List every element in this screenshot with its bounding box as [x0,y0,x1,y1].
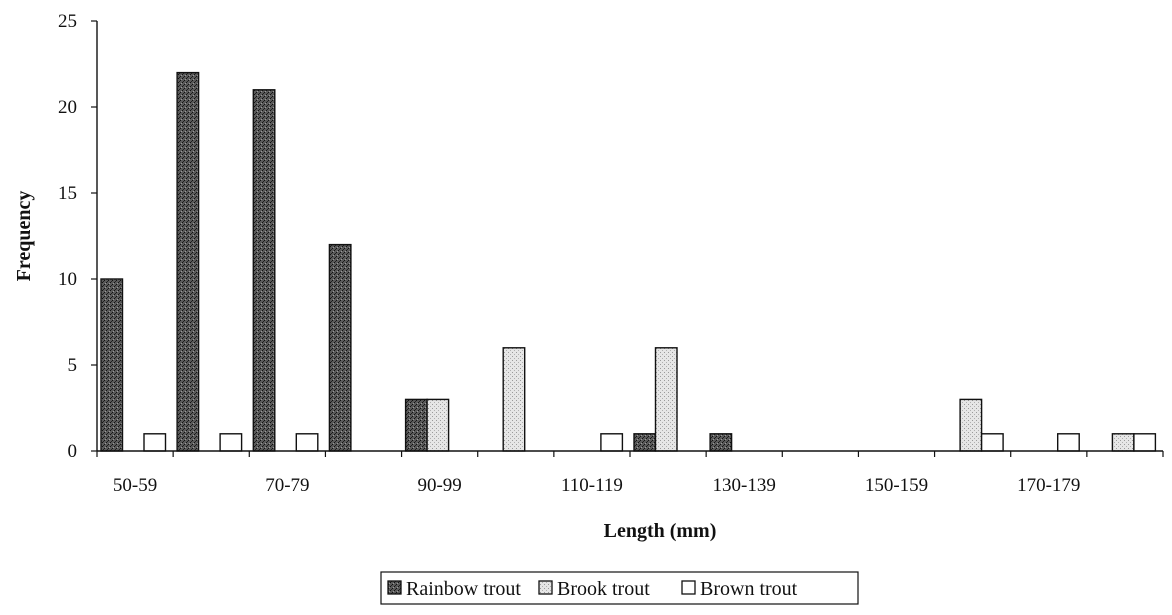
bar-rainbow-trout-50-59 [100,278,124,452]
legend-label-rainbow-trout: Rainbow trout [406,578,521,600]
legend-label-brook-trout: Brook trout [557,578,650,600]
bar-brown-trout-50-59 [143,433,167,452]
y-tick-label-20: 20 [58,97,77,118]
bar-brook-trout-160-169 [959,398,983,452]
bar-rainbow-trout-130-139 [709,433,733,452]
bar-brown-trout-170-179 [1056,433,1080,452]
y-tick-label-25: 25 [58,11,77,32]
legend-swatch-brook-trout [538,580,553,595]
legend [380,571,859,605]
y-tick-label-15: 15 [58,183,77,204]
bar-rainbow-trout-90-99 [404,398,428,452]
x-axis-title: Length (mm) [604,520,717,542]
x-tick-label-70-79: 70-79 [265,475,309,496]
x-tick-label-150-159: 150-159 [865,475,928,496]
bar-brook-trout-120-129 [654,347,678,452]
legend-label-brown-trout: Brown trout [700,578,798,600]
y-axis-title: Frequency [13,191,35,282]
bar-rainbow-trout-70-79 [252,89,276,452]
y-tick-label-10: 10 [58,269,77,290]
bar-rainbow-trout-80-89 [328,243,352,452]
bar-rainbow-trout-120-129 [633,433,657,452]
y-tick-label-0: 0 [68,441,78,462]
x-tick-label-130-139: 130-139 [713,475,776,496]
bar-brown-trout-180-189 [1133,433,1157,452]
bar-brown-trout-110-119 [600,433,624,452]
bar-rainbow-trout-60-69 [176,71,200,452]
bar-brook-trout-180-189 [1111,433,1135,452]
bar-brook-trout-100-109 [502,347,526,452]
x-tick-label-50-59: 50-59 [113,475,157,496]
x-tick-label-110-119: 110-119 [561,475,623,496]
bar-brook-trout-90-99 [426,398,450,452]
bar-brown-trout-60-69 [219,433,243,452]
x-tick-label-170-179: 170-179 [1017,475,1080,496]
legend-swatch-brown-trout [681,580,696,595]
bar-brown-trout-70-79 [295,433,319,452]
x-tick-label-90-99: 90-99 [417,475,461,496]
bar-brown-trout-160-169 [980,433,1004,452]
legend-swatch-rainbow-trout [387,580,402,595]
y-tick-label-5: 5 [68,355,78,376]
